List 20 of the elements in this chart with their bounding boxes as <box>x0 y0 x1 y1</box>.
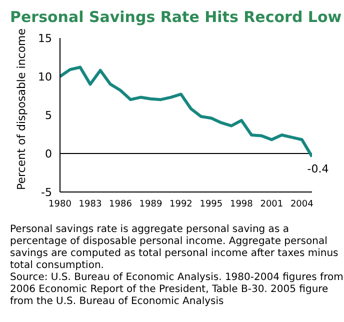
x-tick-label: 1986 <box>109 199 132 210</box>
text: Personal savings rate is aggregate personal saving as a percentage of disposable personal income. Aggregate personal savings are computed as total personal income after taxes minus total consumption. <box>10 224 340 272</box>
x-tick-label: 2004 <box>290 199 314 210</box>
x-tick-label: 1980 <box>48 199 72 210</box>
y-tick-label: 5 <box>45 108 52 122</box>
y-tick-label: 10 <box>38 70 52 84</box>
annotation: -0.4 <box>307 162 329 176</box>
x-tick-label: 1998 <box>230 199 254 210</box>
x-tick-label: 1992 <box>170 199 192 210</box>
line-series <box>60 66 312 158</box>
x-tick-label: 1995 <box>200 199 223 210</box>
y-tick-label: 0 <box>45 147 52 160</box>
x-tick-label: 1989 <box>139 199 162 210</box>
y-tick-label: -5 <box>41 186 52 199</box>
x-tick-label: 2001 <box>260 199 284 210</box>
y-tick-label: 15 <box>38 32 52 45</box>
x-tick-label: 1983 <box>78 199 102 210</box>
chart-title: Personal Savings Rate Hits Record Low <box>10 8 343 26</box>
source-note: Source: U.S. Bureau of Economic Analysis. 1980-2004 figures from 2006 Economic Report of the President, Table B-30. 2005 figure from the U.S. Bureau of Economic Analysis <box>10 272 344 308</box>
y-axis-title: Percent of disposable income <box>14 28 28 190</box>
